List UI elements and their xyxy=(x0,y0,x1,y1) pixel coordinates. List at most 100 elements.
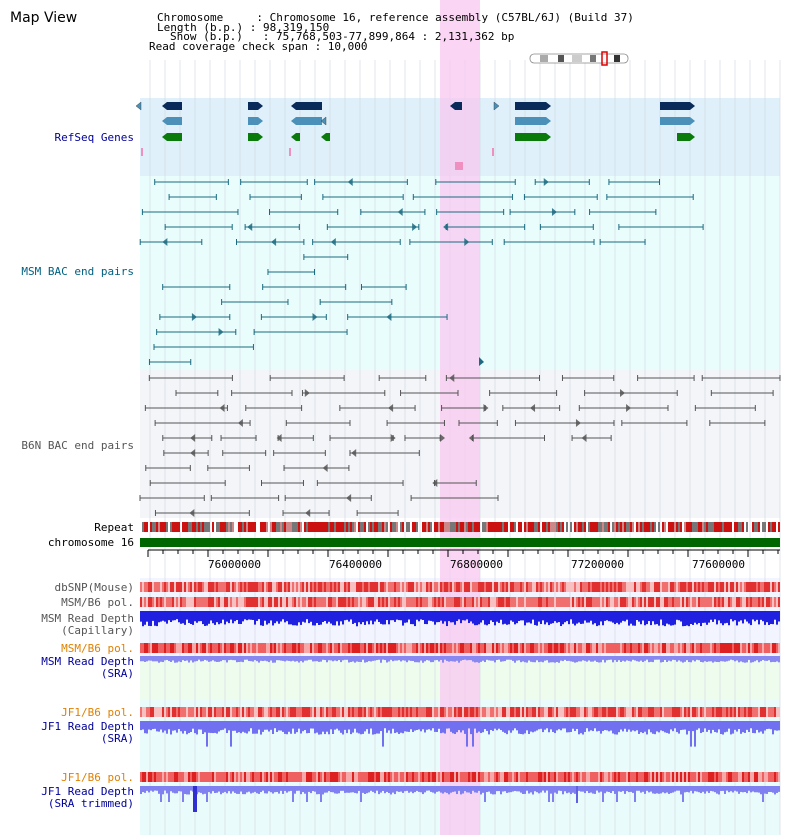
repeat-block xyxy=(452,522,454,532)
polymorphism-cell xyxy=(308,582,310,592)
polymorphism-cell xyxy=(600,582,602,592)
depth-bar xyxy=(240,721,242,734)
track-label-b6n-bac[interactable]: B6N BAC end pairs xyxy=(21,439,134,452)
polymorphism-cell xyxy=(424,643,426,653)
depth-bar xyxy=(206,611,208,626)
polymorphism-cell xyxy=(688,772,690,782)
polymorphism-cell xyxy=(516,643,518,653)
repeat-block xyxy=(322,522,324,532)
depth-bar xyxy=(454,611,456,625)
depth-bar xyxy=(500,786,502,795)
polymorphism-cell xyxy=(142,707,144,717)
depth-bar xyxy=(484,656,486,663)
polymorphism-cell xyxy=(752,772,754,782)
info-length: Length (b.p.) : 98,319,150 xyxy=(157,21,330,34)
polymorphism-cell xyxy=(276,643,278,653)
depth-bar xyxy=(246,721,248,734)
polymorphism-cell xyxy=(236,707,238,717)
track-label-chromosome[interactable]: chromosome 16 xyxy=(47,536,134,549)
track-label-msm-bac[interactable]: MSM BAC end pairs xyxy=(21,265,134,278)
depth-bar xyxy=(614,786,616,794)
polymorphism-cell xyxy=(622,772,624,782)
polymorphism-cell xyxy=(158,772,160,782)
depth-bar xyxy=(154,656,156,662)
polymorphism-cell xyxy=(740,707,742,717)
depth-bar xyxy=(756,611,758,620)
polymorphism-cell xyxy=(486,772,488,782)
depth-bar xyxy=(346,611,348,620)
polymorphism-cell xyxy=(388,707,390,717)
depth-bar xyxy=(650,611,652,626)
polymorphism-cell xyxy=(232,582,234,592)
polymorphism-cell xyxy=(596,772,598,782)
depth-bar xyxy=(512,786,514,792)
track-label-jf1-b6-pol-2[interactable]: JF1/B6 pol. xyxy=(61,771,134,784)
track-label-jf1-depth-trimmed[interactable]: JF1 Read Depth (SRA trimmed) xyxy=(41,785,134,810)
depth-bar xyxy=(378,721,380,734)
depth-bar xyxy=(314,656,316,662)
polymorphism-cell xyxy=(234,643,236,653)
polymorphism-cell xyxy=(482,772,484,782)
track-label-refseq[interactable]: RefSeq Genes xyxy=(54,131,134,144)
repeat-block xyxy=(582,522,584,532)
gene-exon xyxy=(660,102,690,110)
depth-bar xyxy=(464,786,466,792)
depth-bar xyxy=(526,721,528,731)
depth-bar xyxy=(332,656,334,662)
polymorphism-cell xyxy=(292,707,294,717)
polymorphism-cell xyxy=(692,582,694,592)
depth-bar xyxy=(406,721,408,732)
depth-bar xyxy=(236,656,238,663)
polymorphism-cell xyxy=(296,707,298,717)
polymorphism-cell xyxy=(248,772,250,782)
track-label-msm-b6-pol[interactable]: MSM/B6 pol. xyxy=(61,596,134,609)
track-label-msm-b6-pol-2[interactable]: MSM/B6 pol. xyxy=(61,642,134,655)
polymorphism-cell xyxy=(226,772,228,782)
polymorphism-cell xyxy=(566,582,568,592)
depth-bar xyxy=(158,786,160,794)
depth-bar xyxy=(528,786,530,794)
depth-bar xyxy=(212,611,214,624)
track-label-dbsnp[interactable]: dbSNP(Mouse) xyxy=(54,581,134,594)
depth-bar xyxy=(594,721,596,729)
polymorphism-cell xyxy=(284,643,286,653)
depth-bar xyxy=(168,611,170,621)
track-label-repeat[interactable]: Repeat xyxy=(94,521,134,534)
polymorphism-cell xyxy=(694,643,696,653)
polymorphism-cell xyxy=(328,597,330,607)
polymorphism-cell xyxy=(662,643,664,653)
track-label-jf1-b6-pol[interactable]: JF1/B6 pol. xyxy=(61,706,134,719)
polymorphism-cell xyxy=(758,772,760,782)
track-label-msm-depth-capillary[interactable]: MSM Read Depth (Capillary) xyxy=(41,612,134,637)
polymorphism-cell xyxy=(428,597,430,607)
depth-bar xyxy=(690,721,692,747)
depth-bar xyxy=(460,611,462,624)
polymorphism-cell xyxy=(684,643,686,653)
depth-bar xyxy=(592,656,594,662)
info-chromosome: Chromosome : Chromosome 16, reference as… xyxy=(157,11,634,24)
polymorphism-cell xyxy=(650,597,652,607)
depth-bar xyxy=(714,721,716,732)
depth-bar xyxy=(504,786,506,792)
polymorphism-cell xyxy=(424,597,426,607)
polymorphism-cell xyxy=(420,597,422,607)
polymorphism-cell xyxy=(290,772,292,782)
polymorphism-cell xyxy=(628,597,630,607)
polymorphism-cell xyxy=(276,582,278,592)
depth-bar xyxy=(706,611,708,625)
polymorphism-cell xyxy=(626,597,628,607)
depth-bar xyxy=(212,656,214,661)
track-label-jf1-depth-sra[interactable]: JF1 Read Depth (SRA) xyxy=(41,720,134,745)
depth-bar xyxy=(654,656,656,660)
track-label-msm-depth-sra[interactable]: MSM Read Depth (SRA) xyxy=(41,655,134,680)
polymorphism-cell xyxy=(644,772,646,782)
polymorphism-cell xyxy=(240,597,242,607)
polymorphism-cell xyxy=(252,772,254,782)
depth-bar xyxy=(726,656,728,662)
polymorphism-cell xyxy=(584,772,586,782)
info-coverage-span: Read coverage check span : 10,000 xyxy=(149,40,368,53)
depth-bar xyxy=(304,721,306,731)
polymorphism-cell xyxy=(176,643,178,653)
depth-bar xyxy=(486,611,488,626)
